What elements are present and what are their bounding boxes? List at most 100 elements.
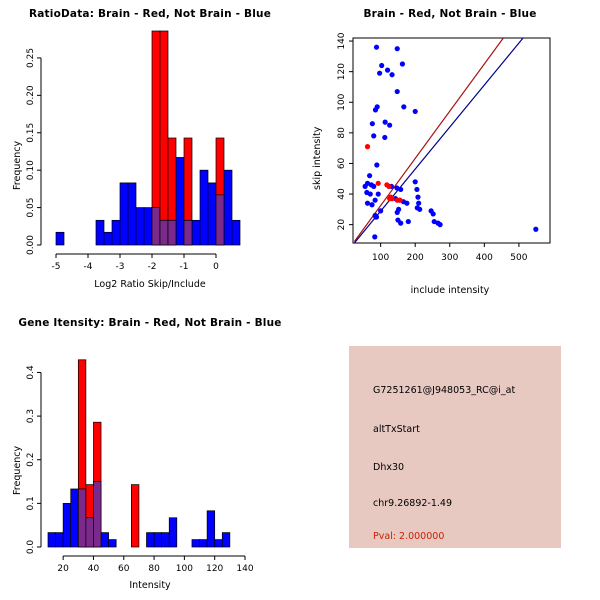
histogram-bar (215, 137, 225, 196)
scatter-point (373, 214, 380, 220)
histogram-bar (214, 539, 223, 548)
scatter-point (367, 191, 373, 197)
svg-text:-1: -1 (180, 262, 189, 272)
gene-symbol-text: Dhx30 (373, 462, 405, 473)
ratio-histogram-plot: 0.00 0.05 0.10 0.15 0.20 0.25 -5 -4 -3 -2 -1 0 (26, 30, 241, 272)
gene-intensity-xlabel: Intensity (129, 580, 171, 591)
histogram-bar-overlap (151, 207, 161, 246)
svg-text:-5: -5 (52, 262, 61, 272)
gene-intensity-plot: 0.0 0.1 0.2 0.3 0.4 20 40 60 80 100 120 140 (26, 359, 254, 574)
scatter-point (384, 67, 391, 73)
scatter-point (415, 194, 421, 200)
scatter-point (366, 173, 373, 179)
scatter-point (417, 206, 423, 212)
scatter-point (394, 88, 400, 95)
svg-text:0.3: 0.3 (26, 409, 36, 423)
svg-text:0.15: 0.15 (26, 123, 36, 143)
histogram-bar (159, 30, 169, 221)
svg-text:0: 0 (213, 262, 219, 272)
regression-line (353, 38, 504, 242)
svg-text:-2: -2 (148, 262, 157, 272)
plot-frame (352, 37, 551, 244)
scatter-point (364, 144, 371, 150)
gene-info-panel: G7251261@J948053_RC@i_at altTxStart Dhx3… (349, 346, 561, 548)
scatter-point (386, 183, 392, 189)
scatter-point (412, 108, 418, 115)
svg-text:0.20: 0.20 (26, 85, 36, 105)
intensity-scatter-xlabel: include intensity (410, 285, 490, 296)
histogram-bar (103, 231, 113, 246)
scatter-point (374, 162, 380, 168)
histogram-bar (111, 219, 121, 246)
scatter-point (382, 119, 388, 125)
scatter-point (401, 104, 407, 110)
scatter-point (375, 180, 381, 186)
svg-text:200: 200 (407, 253, 424, 263)
histogram-bar-overlap (85, 517, 94, 548)
histogram-bar (127, 182, 137, 246)
intensity-scatter-ylabel: skip intensity (312, 126, 323, 190)
histogram-bar (135, 207, 145, 246)
scatter-point (398, 220, 404, 226)
histogram-bar (108, 539, 117, 548)
scatter-point (372, 107, 379, 113)
scatter-point (377, 70, 383, 76)
scatter-point (362, 183, 368, 189)
scatter-point (371, 133, 377, 139)
histogram-bar-overlap (159, 219, 169, 246)
scatter-point (375, 191, 381, 197)
histogram-bar (161, 532, 170, 548)
histogram-bar (199, 169, 209, 246)
histogram-bar (146, 532, 155, 548)
pval-text: Pval: 2.000000 (373, 531, 445, 542)
svg-text:40: 40 (88, 564, 100, 574)
svg-text:100: 100 (176, 564, 193, 574)
intensity-scatter-plot: 20 40 60 80 100 120 140 100 200 300 400 500 (337, 32, 551, 263)
ratio-histogram-title: RatioData: Brain - Red, Not Brain - Blue (28, 8, 272, 20)
svg-text:80: 80 (148, 564, 160, 574)
histogram-bar (143, 207, 153, 246)
gene-intensity-ylabel: Frequency (12, 445, 23, 495)
scatter-point (378, 208, 384, 214)
histogram-bar (85, 484, 94, 519)
histogram-bar (47, 532, 56, 548)
scatter-point (404, 200, 410, 206)
scatter-point (405, 218, 411, 225)
scatter-point (373, 44, 380, 50)
histogram-bar (199, 539, 208, 548)
histogram-bar (168, 517, 178, 548)
histogram-bar (175, 157, 185, 246)
scatter-point (389, 72, 395, 78)
histogram-bar (100, 532, 109, 548)
svg-text:300: 300 (441, 253, 458, 263)
histogram-bar (191, 219, 201, 246)
svg-text:0.25: 0.25 (26, 48, 36, 68)
svg-text:-3: -3 (116, 262, 125, 272)
scatter-point (388, 194, 394, 200)
svg-text:0.1: 0.1 (26, 496, 36, 510)
histogram-bar (93, 421, 102, 482)
scatter-point (371, 183, 377, 189)
scatter-point (394, 209, 400, 216)
scatter-point (372, 197, 378, 203)
svg-text:0.00: 0.00 (26, 235, 36, 255)
histogram-bar (55, 532, 64, 548)
svg-text:-4: -4 (84, 262, 93, 272)
scatter-point (533, 226, 539, 232)
histogram-bar-overlap (215, 194, 225, 246)
scatter-point (430, 211, 436, 217)
svg-text:100: 100 (337, 93, 347, 110)
intensity-scatter-title: Brain - Red, Not Brain - Blue (363, 8, 537, 20)
histogram-bar (221, 532, 231, 548)
scatter-point (437, 222, 443, 228)
histogram-bar (95, 219, 105, 246)
histogram-bar (70, 488, 79, 548)
histogram-bar (231, 219, 241, 246)
scatter-point (412, 179, 418, 185)
histogram-bar (153, 532, 163, 548)
histogram-bar-overlap (93, 481, 102, 548)
histogram-bar-overlap (167, 219, 177, 246)
histogram-bar (130, 484, 140, 548)
scatter-point (382, 134, 388, 141)
